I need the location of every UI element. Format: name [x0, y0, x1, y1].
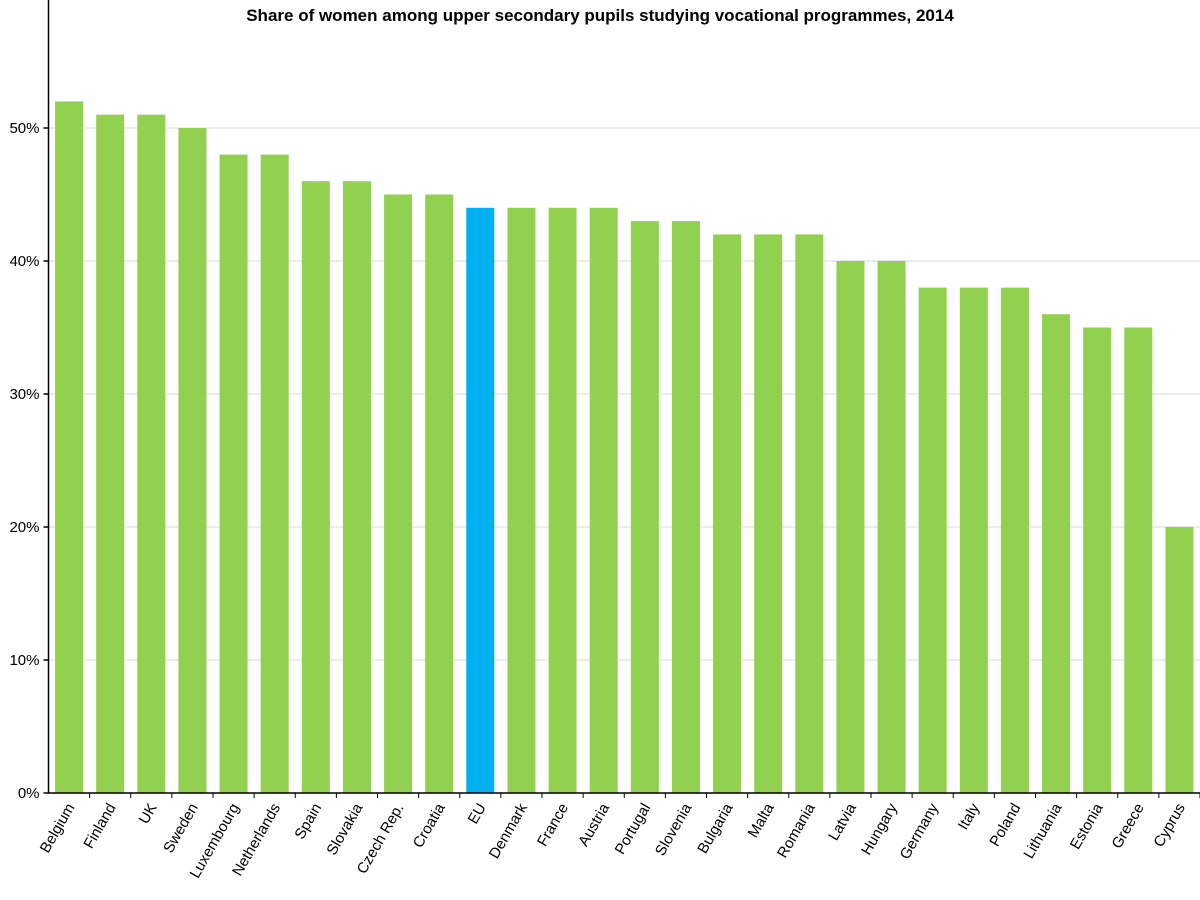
x-tick-label: Austria	[575, 800, 613, 849]
y-tick-label: 0%	[18, 785, 40, 802]
y-tick-label: 30%	[9, 386, 39, 403]
bar-bulgaria	[713, 234, 742, 793]
x-tick-label: Hungary	[858, 800, 901, 858]
bar-slovakia	[342, 181, 371, 793]
x-tick-label: Poland	[986, 801, 1024, 850]
bar-cyprus	[1165, 527, 1194, 793]
x-tick-label: UK	[136, 801, 161, 828]
bar-portugal	[630, 221, 659, 794]
x-tick-label: Spain	[291, 801, 325, 843]
bar-czech-rep-	[384, 194, 413, 793]
x-tick-label: Slovenia	[652, 800, 696, 859]
bar-greece	[1124, 327, 1153, 793]
y-tick-label: 20%	[9, 519, 39, 536]
x-tick-label: Germany	[897, 800, 943, 862]
bar-denmark	[507, 207, 536, 794]
bar-romania	[795, 234, 824, 793]
bar-hungary	[877, 261, 906, 793]
x-tick-label: Greece	[1108, 801, 1147, 852]
x-tick-label: Croatia	[410, 800, 449, 851]
x-tick-label: Finland	[80, 801, 119, 852]
bar-eu	[466, 207, 495, 794]
x-tick-label: Estonia	[1067, 800, 1107, 852]
bar-belgium	[55, 101, 84, 793]
x-tick-label: Cyprus	[1150, 801, 1188, 851]
x-tick-label: Portugal	[612, 801, 655, 858]
x-tick-label: Denmark	[486, 800, 531, 862]
y-tick-label: 40%	[9, 253, 39, 270]
bar-spain	[301, 181, 330, 793]
bar-luxembourg	[219, 154, 248, 794]
bar-netherlands	[260, 154, 289, 794]
x-tick-label: Belgium	[37, 801, 79, 856]
x-tick-label: Romania	[774, 800, 819, 861]
bar-latvia	[836, 261, 865, 793]
x-tick-label: Malta	[745, 800, 778, 841]
bar-lithuania	[1042, 314, 1071, 793]
bar-austria	[589, 207, 618, 794]
bar-slovenia	[671, 221, 700, 794]
bar-malta	[754, 234, 783, 793]
x-tick-label: Sweden	[160, 801, 202, 856]
bar-france	[548, 207, 577, 794]
bar-uk	[137, 114, 166, 793]
y-tick-label: 50%	[9, 120, 39, 137]
bar-croatia	[425, 194, 454, 793]
y-tick-label: 10%	[9, 652, 39, 669]
bar-sweden	[178, 128, 207, 793]
x-tick-label: Bulgaria	[694, 800, 737, 857]
bar-germany	[918, 287, 947, 793]
bar-poland	[1000, 287, 1029, 793]
bar-italy	[959, 287, 988, 793]
x-tick-label: Slovakia	[323, 800, 366, 858]
bar-estonia	[1083, 327, 1112, 793]
bar-finland	[96, 114, 125, 793]
x-tick-label: Italy	[955, 800, 984, 833]
x-tick-label: Latvia	[825, 800, 860, 844]
x-tick-label: France	[534, 801, 572, 850]
x-tick-label: Lithuania	[1020, 800, 1065, 862]
x-tick-label: EU	[465, 801, 490, 828]
chart-title: Share of women among upper secondary pup…	[246, 6, 954, 25]
